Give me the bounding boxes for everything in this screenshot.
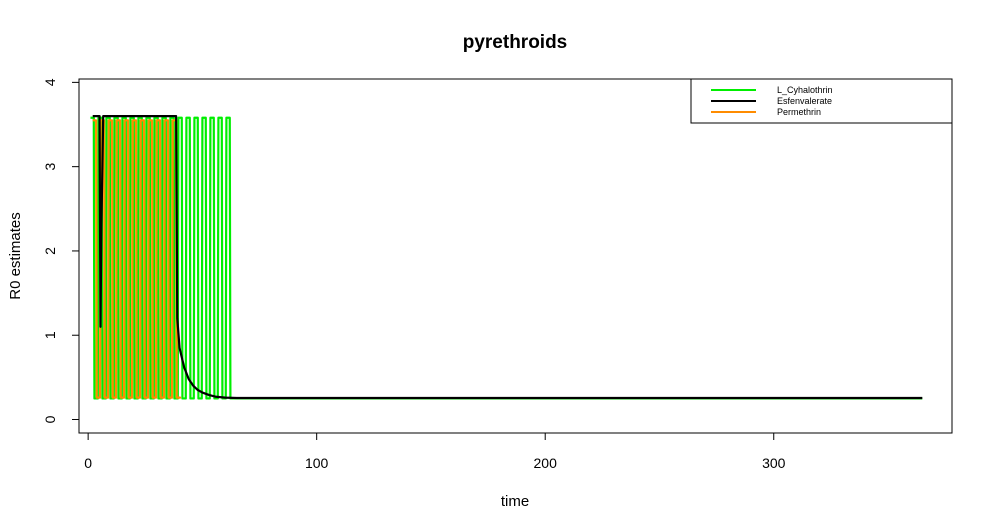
y-tick-label: 1 (42, 331, 58, 339)
chart-title: pyrethroids (463, 32, 568, 53)
x-tick-label: 200 (534, 455, 558, 471)
legend-label: L_Cyhalothrin (777, 85, 833, 95)
series-line-permethrin (92, 119, 182, 399)
series-line-l-cyhalothrin (90, 116, 923, 400)
series-line-esfenvalerate (92, 114, 923, 400)
series-layer (90, 114, 923, 400)
axes-layer: 0 100 200 300 0 1 2 3 4 (42, 78, 786, 471)
y-tick-label: 3 (42, 163, 58, 171)
y-tick-label: 4 (42, 78, 58, 86)
legend-label: Esfenvalerate (777, 96, 832, 106)
y-tick-label: 0 (42, 415, 58, 423)
x-tick-label: 100 (305, 455, 329, 471)
x-tick-label: 300 (762, 455, 786, 471)
y-axis-label: R0 estimates (7, 212, 24, 300)
x-tick-label: 0 (84, 455, 92, 471)
x-axis-label: time (501, 493, 529, 510)
y-tick-label: 2 (42, 247, 58, 255)
legend-label: Permethrin (777, 107, 821, 117)
